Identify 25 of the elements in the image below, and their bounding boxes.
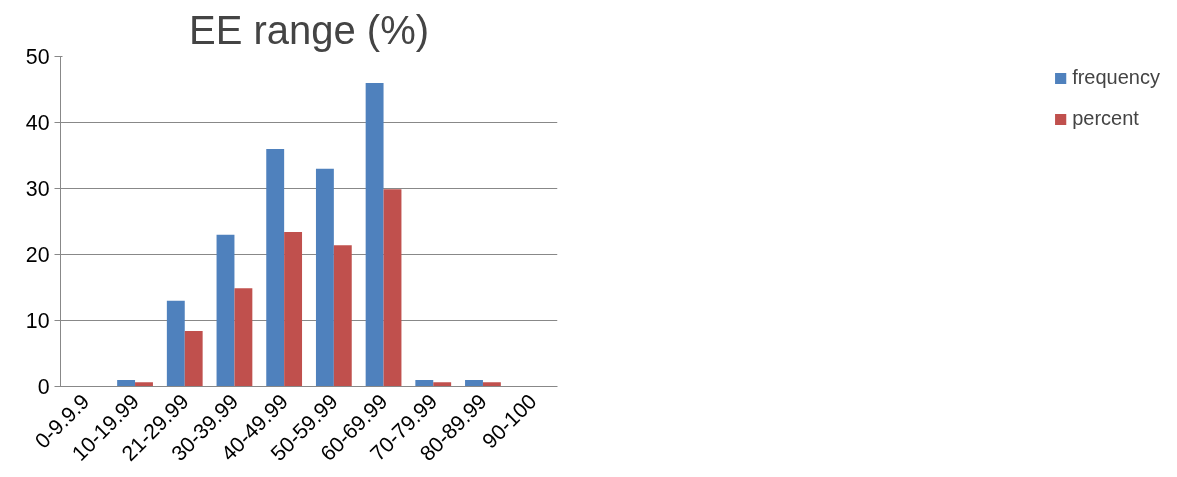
bar [433, 382, 452, 387]
y-tick-label: 10 [25, 309, 50, 333]
y-tick-label: 40 [25, 111, 50, 135]
bar [333, 245, 352, 387]
bar [284, 232, 303, 387]
bar [415, 379, 434, 387]
bar [482, 382, 501, 387]
bar [365, 82, 384, 387]
bar [166, 300, 185, 387]
legend-label: frequency [1072, 66, 1160, 89]
bar [465, 379, 483, 387]
bar [266, 148, 285, 387]
bar [216, 234, 235, 387]
chart-title: EE range (%) [188, 7, 430, 52]
y-tick-label: 0 [37, 375, 50, 399]
bar [135, 382, 153, 387]
bar [383, 189, 402, 387]
bar [315, 168, 334, 387]
bar [117, 379, 136, 387]
y-tick-label: 20 [25, 243, 50, 267]
legend-label: percent [1072, 107, 1139, 130]
y-tick-label: 50 [25, 45, 50, 69]
y-tick-label: 30 [25, 177, 50, 201]
bar [234, 288, 253, 387]
bar [184, 331, 203, 387]
